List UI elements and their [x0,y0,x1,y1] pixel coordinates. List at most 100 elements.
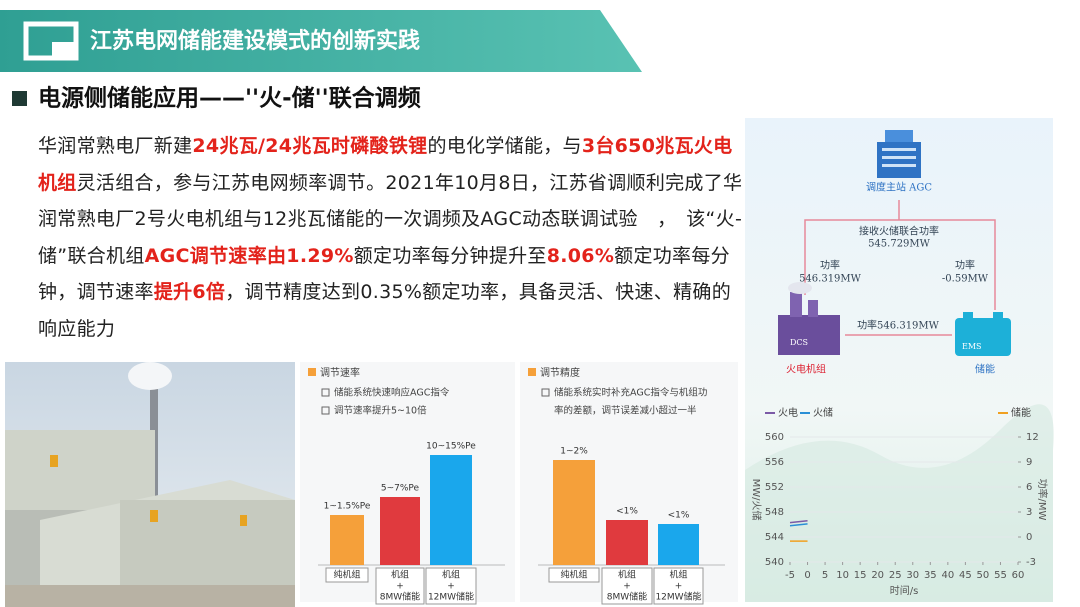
diagram-label: 545.729MW [868,239,931,250]
bar-label: 1~1.5%Pe [324,502,371,512]
body-text: 灵活组合，参与江苏电网频率调节。2021年10月8日，江苏省调顺利完成了华润常熟… [38,171,743,267]
panel-heading: 调节速率 [320,366,360,379]
checkbox [541,388,550,397]
category-box [548,567,600,583]
header-icon [52,42,78,60]
series-line [789,520,808,524]
y-tick-label: 560 [765,432,784,443]
scenery [745,404,1054,602]
y-tick-label: 548 [765,507,784,518]
panel-item: 调节速率提升5~10倍 [334,405,427,417]
section-heading: 电源侧储能应用——''火-储''联合调频 [38,85,421,112]
body-text: 的电化学储能，与 [427,135,582,157]
x-tick-label: -5 [785,570,795,581]
line-chart: 540 544 548 552 556 560 -3 0 3 6 9 12 -5 0 5 10 15 20 25 30… [750,406,1049,597]
photo [5,362,295,607]
body-text: 华润常熟电厂新建 [38,135,193,157]
x-tick-label: 20 [871,570,884,581]
emphasis-text: 提升6倍 [153,281,226,303]
category-label: 机组 [669,569,687,581]
category-box [653,567,704,605]
y2-tick-label: 9 [1026,457,1032,468]
emphasis-text: AGC调节速率由1.29% [144,244,354,267]
x-tick-label: 50 [977,570,990,581]
category-box [601,567,653,605]
bar [330,515,364,565]
diagram-label: 546.319MW [799,274,862,285]
x-tick-label: 10 [836,570,849,581]
category-box [425,567,477,605]
category-label: 机组 [391,569,409,581]
x-tick-label: 55 [994,570,1007,581]
x-axis-label: 时间/s [890,584,919,597]
category-label: 8MW储能 [607,591,647,603]
bar [658,524,699,565]
y2-tick-label: 0 [1026,532,1032,543]
body-text: 额定功率每分钟提升至 [353,244,547,267]
category-label: 机组 [442,569,460,581]
diagram-label: 功率 [820,259,840,272]
panel-item: 储能系统快速响应AGC指令 [334,387,450,399]
diagram-label: DCS [790,338,808,347]
y2-tick-label: 3 [1026,507,1032,518]
emphasis-text: 8.06% [546,244,615,267]
x-tick-label: 25 [889,570,902,581]
bar [553,460,595,565]
category-label: + [623,582,631,592]
y2-tick-label: 12 [1026,432,1039,443]
connector [804,200,996,336]
diagram-label: -0.59MW [942,274,989,285]
bar-label: <1% [616,507,638,517]
diagram-label: 功率 [955,259,975,272]
header-band [0,10,642,72]
y-axis-label: MW/火储 [750,479,763,521]
category-label: 12MW储能 [655,591,701,603]
y-tick-label: 556 [765,457,784,468]
x-tick-label: 40 [941,570,954,581]
bar [380,497,420,565]
y-tick-label: 552 [765,482,784,493]
legend-label: 火储 [813,406,833,419]
y2-tick-label: -3 [1026,557,1036,568]
bullet [12,91,27,106]
diagram-label: 接收火储联合功率 [859,225,939,238]
bar-label: 10~15%Pe [426,442,476,452]
x-tick-label: 5 [822,570,828,581]
diagram-label: 火电机组 [786,363,826,376]
legend-swatch [308,368,316,376]
checkbox [321,406,330,415]
x-tick-label: 30 [906,570,919,581]
series-line [789,523,808,527]
diagram-label: 功率546.319MW [857,319,940,332]
diagram-label: 调度主站 AGC [866,181,932,194]
bar-label: 5~7%Pe [381,484,420,494]
category-label: 纯机组 [560,569,587,581]
x-tick-label: 45 [959,570,972,581]
x-tick-label: 60 [1012,570,1025,581]
category-label: + [675,582,683,592]
bar [606,520,648,565]
bar [430,455,472,565]
battery-icon [955,312,1011,356]
header-title: 江苏电网储能建设模式的创新实践 [90,28,420,54]
bar-label: <1% [668,511,690,521]
y2-tick-label: 6 [1026,482,1032,493]
legend-label: 储能 [1011,406,1031,419]
category-label: + [447,582,455,592]
category-label: 8MW储能 [380,591,420,603]
y-tick-label: 544 [765,532,784,543]
header-icon [23,21,79,61]
x-tick-label: 35 [924,570,937,581]
category-label: 机组 [618,569,636,581]
bar-label: 1~2% [560,447,588,457]
plant-icon [778,282,840,355]
panel-item: 储能系统实时补充AGC指令与机组功 [554,387,707,399]
building-icon [877,130,921,178]
category-box [375,567,425,605]
y-tick-label: 540 [765,557,784,568]
category-label: 12MW储能 [428,591,474,603]
x-tick-label: 0 [804,570,810,581]
body-text: ，调节精度达到0.35%额定功率，具备灵活、快速、精确的响应能力 [38,281,731,340]
